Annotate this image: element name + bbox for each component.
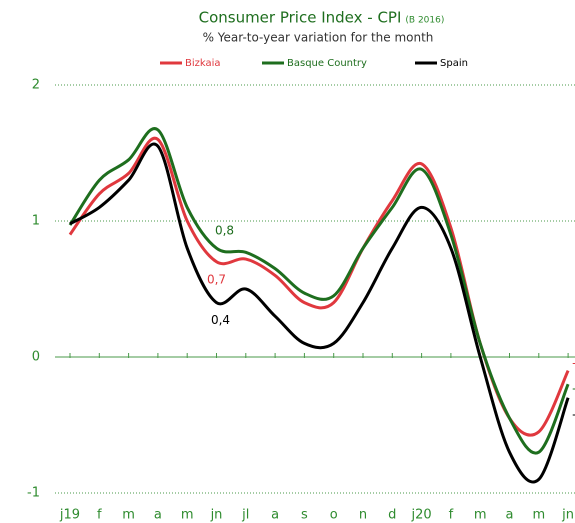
chart-title: Consumer Price Index - CPI	[199, 9, 402, 27]
y-tick-label: -1	[27, 486, 40, 501]
data-label: -0,2	[572, 382, 575, 396]
x-tick-label: jn	[210, 508, 223, 523]
series-line	[69, 142, 570, 484]
chart-subtitle: % Year-to-year variation for the month	[203, 31, 434, 45]
series-line	[68, 136, 570, 437]
data-label: 0,7	[207, 272, 226, 286]
x-tick-label: d	[388, 508, 396, 523]
x-tick-label: n	[359, 508, 367, 523]
x-tick-label: m	[181, 508, 194, 523]
x-tick-label: m	[474, 508, 487, 523]
x-tick-label: f	[97, 508, 102, 523]
x-tick-label: j20	[411, 508, 432, 523]
x-tick-label: m	[122, 508, 135, 523]
x-tick-label: a	[506, 508, 514, 523]
data-label: 0,4	[211, 313, 230, 327]
x-tick-label: j19	[59, 508, 80, 523]
y-tick-label: 1	[32, 214, 40, 229]
x-tick-label: m	[532, 508, 545, 523]
x-tick-label: a	[154, 508, 162, 523]
x-tick-label: jl	[241, 508, 249, 523]
data-label: -0,1	[572, 356, 575, 370]
data-label: 0,8	[215, 224, 234, 238]
x-tick-label: f	[449, 508, 454, 523]
title-note: (B 2016)	[405, 16, 444, 26]
x-tick-label: a	[271, 508, 279, 523]
legend-label: Basque Country	[287, 58, 367, 69]
x-tick-label: jn	[561, 508, 574, 523]
series-line	[68, 127, 570, 455]
legend-label: Spain	[440, 58, 468, 69]
data-label: -0,3	[572, 407, 575, 421]
y-tick-label: 0	[32, 350, 40, 365]
y-tick-label: 2	[32, 78, 40, 93]
legend-label: Bizkaia	[185, 58, 221, 69]
x-tick-label: o	[330, 508, 338, 523]
x-tick-label: s	[301, 508, 308, 523]
